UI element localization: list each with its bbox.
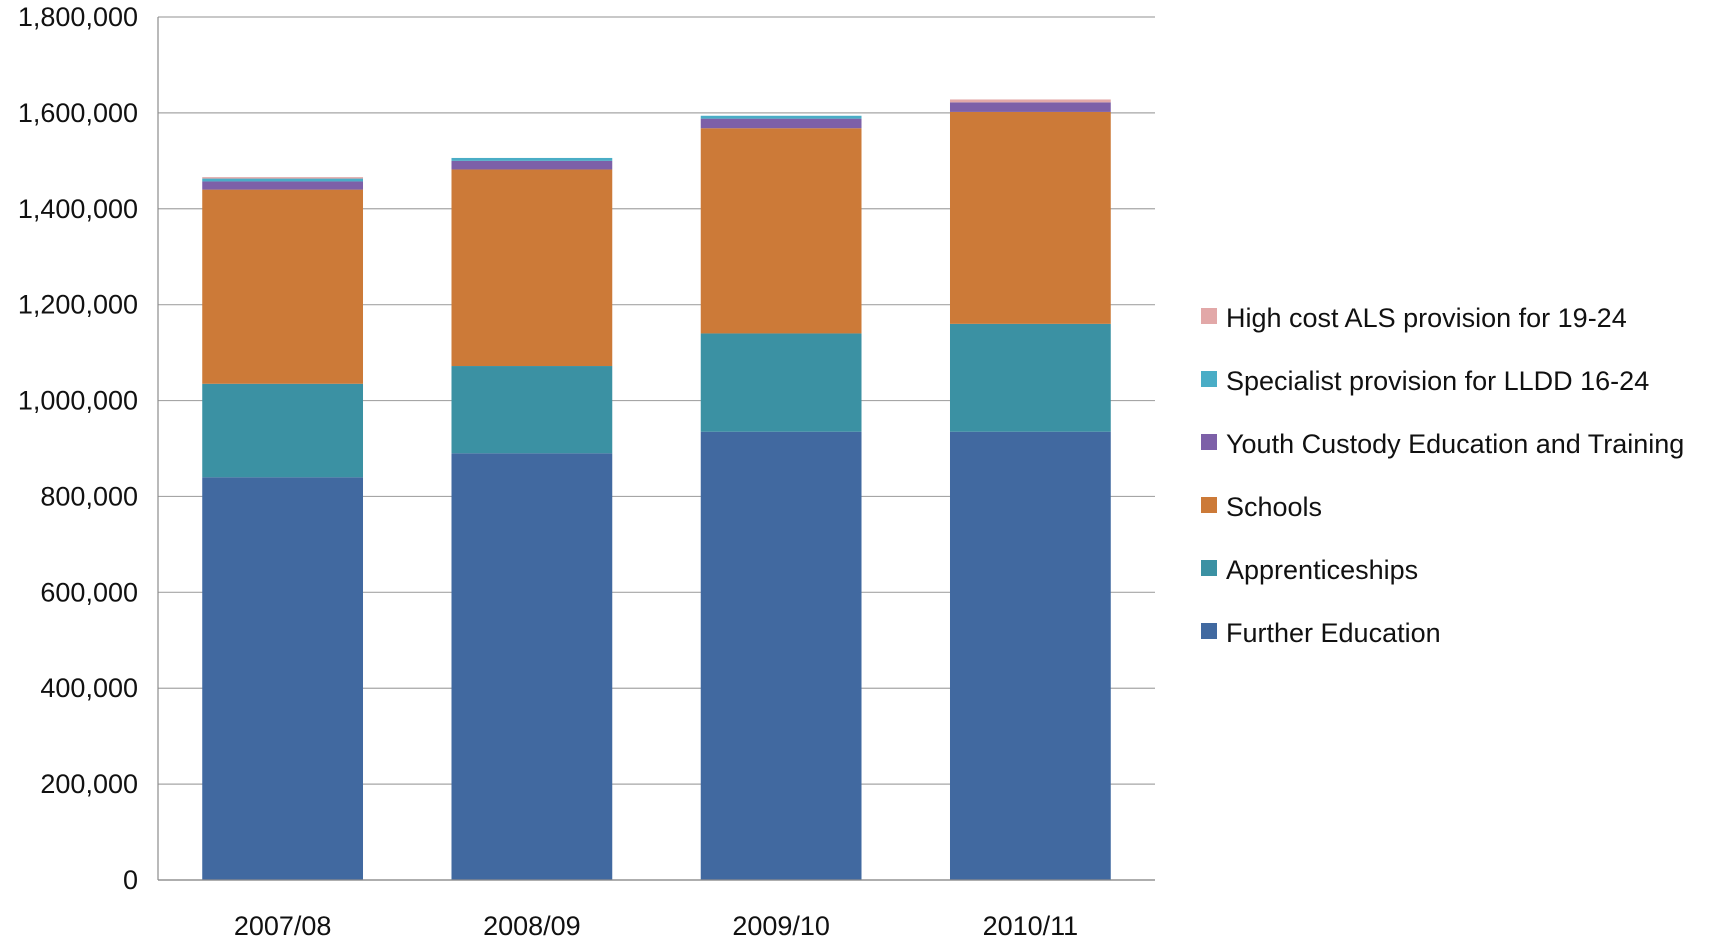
bar-segment [202, 383, 364, 478]
y-tick-label: 400,000 [40, 673, 138, 703]
bar-segment [451, 160, 613, 170]
y-tick-label: 600,000 [40, 577, 138, 607]
bar-segment [700, 115, 862, 119]
x-tick-label: 2008/09 [483, 911, 581, 941]
legend: High cost ALS provision for 19-24 Special… [1201, 303, 1684, 648]
bar-segment [700, 128, 862, 334]
y-tick-label: 1,400,000 [18, 194, 138, 224]
bar-segment [451, 157, 613, 161]
legend-swatch [1201, 434, 1217, 450]
x-axis: 2007/08 2008/09 2009/10 2010/11 [158, 879, 1155, 941]
bar-segment [451, 366, 613, 454]
legend-label: Specialist provision for LLDD 16-24 [1226, 366, 1649, 396]
legend-swatch [1201, 371, 1217, 387]
bar-segment [949, 323, 1111, 432]
y-tick-label: 800,000 [40, 481, 138, 511]
legend-label: Youth Custody Education and Training [1226, 429, 1684, 459]
legend-swatch [1201, 497, 1217, 513]
bar-segment [202, 477, 364, 880]
y-tick-label: 1,800,000 [18, 2, 138, 32]
y-tick-label: 1,200,000 [18, 290, 138, 320]
legend-label: Schools [1226, 492, 1322, 522]
bar-segment [700, 431, 862, 880]
y-tick-label: 1,000,000 [18, 386, 138, 416]
y-axis: 0 200,000 400,000 600,000 800,000 1,000,000 1,… [18, 2, 159, 895]
legend-swatch [1201, 623, 1217, 639]
x-tick-label: 2007/08 [234, 911, 332, 941]
bar-segment [451, 169, 613, 367]
bar-segment [202, 181, 364, 190]
bar-segment [949, 111, 1111, 324]
legend-swatch [1201, 560, 1217, 576]
bar-segment [700, 118, 862, 129]
legend-label: Further Education [1226, 618, 1441, 648]
y-tick-label: 1,600,000 [18, 98, 138, 128]
bar-segment [451, 453, 613, 880]
bar-segment [700, 333, 862, 432]
legend-label: Apprenticeships [1226, 555, 1418, 585]
bar-segment [202, 178, 364, 182]
bar-segment [202, 177, 364, 179]
bar-segment [949, 431, 1111, 880]
legend-label: High cost ALS provision for 19-24 [1226, 303, 1627, 333]
bar-segment [202, 189, 364, 384]
bar-segment [949, 99, 1111, 103]
bar-segment [949, 102, 1111, 112]
x-tick-label: 2010/11 [983, 911, 1079, 941]
x-tick-label: 2009/10 [732, 911, 830, 941]
legend-swatch [1201, 308, 1217, 324]
y-tick-label: 0 [123, 865, 138, 895]
y-tick-label: 200,000 [40, 769, 138, 799]
bars [202, 99, 1111, 880]
